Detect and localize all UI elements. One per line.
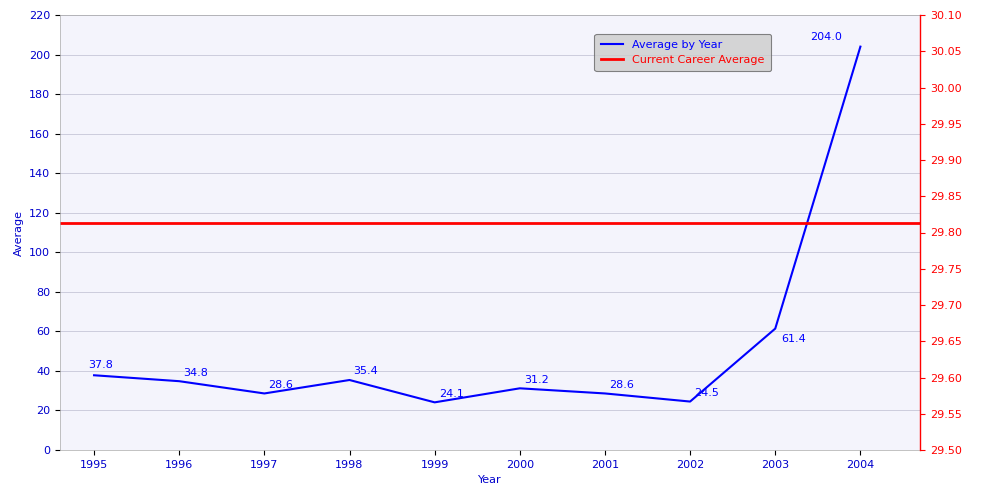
Text: 28.6: 28.6 <box>269 380 293 390</box>
Average by Year <box>514 386 526 392</box>
Average by Year <box>258 390 270 396</box>
Average by Year <box>344 377 356 383</box>
Average by Year <box>854 44 866 50</box>
Text: 35.4: 35.4 <box>354 366 378 376</box>
Text: 24.1: 24.1 <box>439 389 464 399</box>
Text: 37.8: 37.8 <box>89 360 113 370</box>
Text: 31.2: 31.2 <box>524 375 549 385</box>
Average by Year <box>173 378 185 384</box>
Y-axis label: Average: Average <box>13 210 23 256</box>
Text: 34.8: 34.8 <box>183 368 208 378</box>
Average by Year <box>88 372 100 378</box>
Legend: Average by Year, Current Career Average: Average by Year, Current Career Average <box>594 34 771 72</box>
Average by Year <box>429 400 441 406</box>
Line: Average by Year: Average by Year <box>94 46 860 403</box>
X-axis label: Year: Year <box>478 476 502 486</box>
Average by Year <box>599 390 611 396</box>
Text: 204.0: 204.0 <box>810 32 842 42</box>
Text: 28.6: 28.6 <box>609 380 634 390</box>
Text: 61.4: 61.4 <box>781 334 806 344</box>
Average by Year <box>684 398 696 404</box>
Average by Year <box>769 326 781 332</box>
Text: 24.5: 24.5 <box>694 388 719 398</box>
